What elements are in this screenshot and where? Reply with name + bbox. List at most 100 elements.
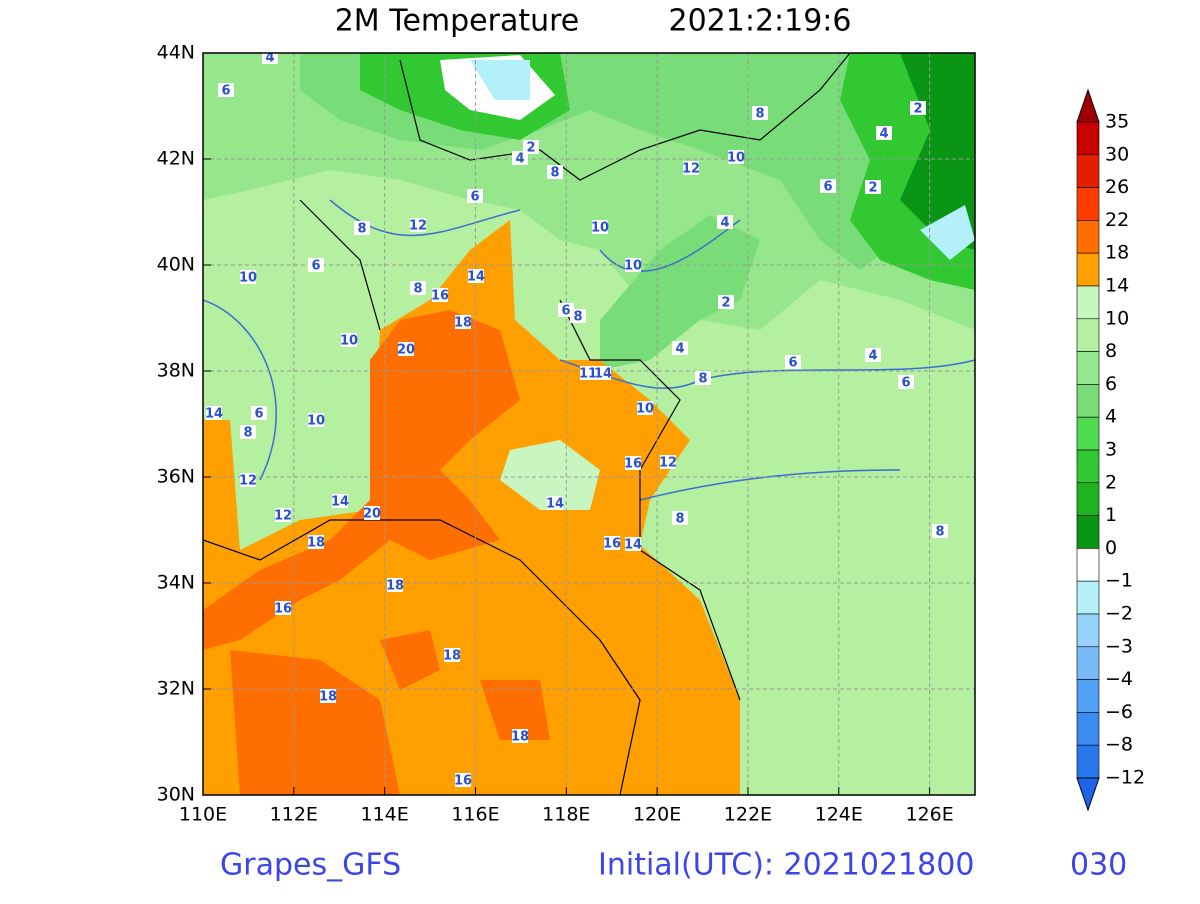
contour-label: 10 <box>307 414 325 429</box>
contour-label-bg <box>275 508 291 522</box>
field-18-c <box>380 630 440 690</box>
colorbar-label: 2 <box>1105 471 1117 493</box>
colorbar-label: 22 <box>1105 209 1129 231</box>
contour-label: 14 <box>594 367 612 382</box>
contour-label: 16 <box>274 602 292 617</box>
colorbar-box <box>1076 187 1100 221</box>
contour-label-bg <box>308 258 324 272</box>
lat-tick-label: 42N <box>157 148 195 170</box>
contour-label: 4 <box>515 152 524 167</box>
colorbar-box <box>1076 285 1100 320</box>
contour-label: 2 <box>913 102 922 117</box>
contour-label: 4 <box>675 342 684 357</box>
contour-label-bg <box>695 371 711 385</box>
contour-label-bg <box>592 220 608 234</box>
contour-label: 10 <box>624 259 642 274</box>
contour-label: 8 <box>698 372 707 387</box>
contour-label: 4 <box>720 216 729 231</box>
colorbar-box <box>1076 482 1100 516</box>
colorbar-box <box>1076 416 1100 451</box>
contour-label-bg <box>468 269 484 283</box>
contour-label: 6 <box>470 190 479 205</box>
field-minus2 <box>470 60 530 100</box>
lat-tick-label: 32N <box>157 678 195 700</box>
contour-label-bg <box>432 288 448 302</box>
contour-label: 16 <box>454 774 472 789</box>
contour-label-bg <box>820 179 836 193</box>
contour-label: 14 <box>205 407 223 422</box>
contour-label-bg <box>785 355 801 369</box>
contour-label-bg <box>660 455 676 469</box>
field-minus2-ne <box>920 205 975 260</box>
contour-label: 8 <box>573 310 582 325</box>
contour-label-bg <box>308 413 324 427</box>
contour-label: 10 <box>727 151 745 166</box>
colorbar-box <box>1076 548 1100 582</box>
contour-label-bg <box>865 180 881 194</box>
contour-label-bg <box>410 218 426 232</box>
contour-label-bg <box>354 221 370 235</box>
lon-tick-label: 110E <box>179 804 227 826</box>
colorbar-box <box>1076 121 1100 156</box>
lon-tick-label: 124E <box>815 804 863 826</box>
colorbar-label: −6 <box>1105 701 1133 723</box>
contour-label: 12 <box>659 456 677 471</box>
lon-tick-label: 114E <box>361 804 409 826</box>
contour-label-bg <box>728 150 744 164</box>
colorbar-box <box>1076 712 1100 746</box>
colorbar-label: 18 <box>1105 242 1129 264</box>
contour-label-bg <box>512 151 528 165</box>
contour-label: 4 <box>879 127 888 142</box>
lat-tick-label: 34N <box>157 572 195 594</box>
colorbar-box <box>1076 449 1100 484</box>
lon-tick-label: 116E <box>451 804 499 826</box>
contour-label: 18 <box>307 536 325 551</box>
contour-label: 4 <box>868 349 877 364</box>
colorbar-label: −1 <box>1105 570 1133 592</box>
colorbar-box <box>1076 613 1100 648</box>
contour-label: 12 <box>409 219 427 234</box>
contour-label-bg <box>910 101 926 115</box>
contour-label-bg <box>672 511 688 525</box>
contour-label: 10 <box>340 334 358 349</box>
colorbar-label: −8 <box>1105 734 1133 756</box>
lat-tick-label: 44N <box>157 42 195 64</box>
contour-label: 16 <box>624 457 642 472</box>
contour-label-bg <box>865 348 881 362</box>
contour-label-bg <box>625 258 641 272</box>
contour-label-bg <box>683 161 699 175</box>
contour-label-bg <box>717 215 733 229</box>
contour-label-bg <box>898 375 914 389</box>
contour-label-bg <box>410 281 426 295</box>
contour-label: 8 <box>413 282 422 297</box>
colorbar-label: 14 <box>1105 275 1129 297</box>
contour-label-bg <box>218 83 234 97</box>
contour-label: 14 <box>331 495 349 510</box>
contour-label: 18 <box>511 730 529 745</box>
contour-label-bg <box>455 315 471 329</box>
colorbar-box <box>1076 384 1100 418</box>
colorbar-arrow-bottom <box>1076 777 1100 812</box>
bohai-sea <box>600 215 760 370</box>
colorbar-label: 1 <box>1105 504 1117 526</box>
contour-label-bg <box>320 689 336 703</box>
colorbar-label: 26 <box>1105 176 1129 198</box>
contour-label-bg <box>455 773 471 787</box>
field-18 <box>203 310 520 650</box>
contour-label: 2 <box>526 141 535 156</box>
contour-label: 14 <box>624 538 642 553</box>
field-10 <box>500 440 600 510</box>
contour-label-bg <box>251 406 267 420</box>
map-frame <box>202 52 976 796</box>
contour-label: 14 <box>467 270 485 285</box>
contour-label-bg <box>604 536 620 550</box>
colorbar-box <box>1076 744 1100 779</box>
colorbar-label: 0 <box>1105 537 1117 559</box>
contour-label: 18 <box>319 690 337 705</box>
contour-label-bg <box>876 126 892 140</box>
contour-label-bg <box>547 496 563 510</box>
contour-label-bg <box>752 106 768 120</box>
contour-label: 12 <box>274 509 292 524</box>
border-line <box>203 53 851 795</box>
